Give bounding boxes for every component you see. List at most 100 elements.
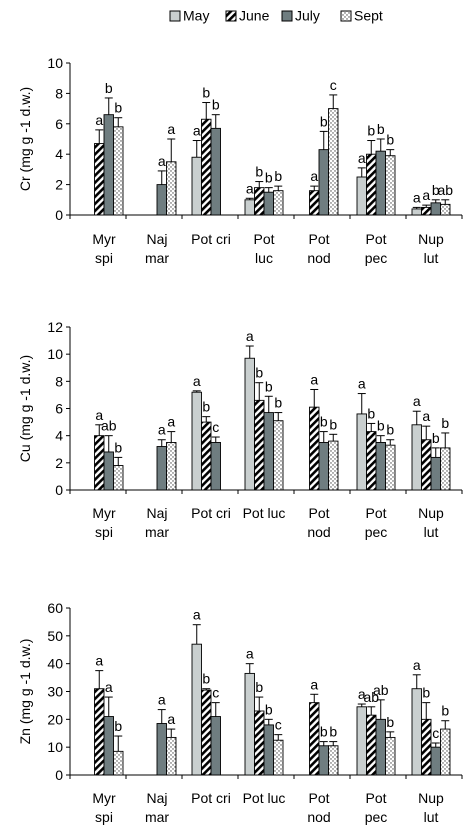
significance-label: b: [422, 685, 430, 701]
bar-july: [318, 149, 329, 216]
x-tick-label: Pot luc: [243, 505, 286, 521]
x-tick-label: Pot: [308, 505, 329, 521]
legend-swatch-july: [281, 10, 293, 22]
significance-label: ab: [363, 689, 379, 705]
bar-may: [191, 643, 202, 776]
bar-may: [191, 156, 202, 216]
x-tick-label: spi: [95, 250, 113, 266]
legend-label-may: May: [183, 8, 209, 24]
significance-label: b: [255, 164, 263, 180]
x-tick-label: Nup: [418, 231, 444, 247]
significance-label: b: [274, 395, 282, 411]
y-tick-label: 6: [55, 401, 63, 417]
significance-label: a: [95, 112, 103, 128]
bar-june: [309, 702, 320, 776]
x-tick-label: Pot: [365, 505, 386, 521]
significance-label: b: [105, 80, 113, 96]
y-axis-label: Zn (mg g -1 d.w.): [17, 639, 33, 745]
bar-may: [356, 413, 367, 491]
bar-june: [421, 206, 432, 216]
bar-july: [210, 442, 221, 491]
bar-july: [375, 718, 386, 776]
legend-swatch-sept: [340, 10, 352, 22]
y-tick-label: 8: [55, 373, 63, 389]
bar-sept: [385, 736, 396, 776]
significance-label: b: [377, 418, 385, 434]
chart-panel-zn: 0 10 20 30 40 50 60 Zn (mg g -1 d.w.) Myr spi Naj m…: [17, 600, 463, 825]
chart-panel-cr: 0 2 4 6 8 10 Cr (mg g -1 d.w.) Myr spi Naj mar Pot …: [17, 55, 463, 266]
significance-label: c: [275, 717, 282, 733]
significance-label: b: [255, 679, 263, 695]
y-tick-label: 4: [55, 428, 63, 444]
significance-label: b: [441, 415, 449, 431]
y-tick-label: 2: [55, 455, 63, 471]
x-tick-label: pec: [365, 809, 388, 825]
bar-may: [356, 706, 367, 776]
significance-label: b: [255, 365, 263, 381]
bar-sept: [113, 750, 124, 776]
y-tick-label: 40: [47, 656, 63, 672]
significance-label: a: [95, 407, 103, 423]
x-tick-label: Pot: [365, 231, 386, 247]
significance-label: b: [265, 701, 273, 717]
legend-label-june: June: [239, 8, 270, 24]
significance-label: c: [330, 77, 337, 93]
significance-label: b: [320, 113, 328, 129]
bar-july: [263, 191, 274, 216]
bar-june: [309, 190, 320, 216]
significance-label: a: [193, 373, 201, 389]
significance-label: ab: [373, 682, 389, 698]
significance-label: a: [246, 328, 254, 344]
x-tick-label: Naj: [146, 790, 167, 806]
bar-may: [244, 199, 255, 216]
y-tick-label: 10: [47, 346, 63, 362]
bar-june: [366, 153, 377, 216]
y-axis-label: Cu (mg g -1 d.w.): [17, 355, 33, 462]
x-tick-label: Naj: [146, 231, 167, 247]
legend: May June July Sept: [169, 8, 383, 24]
bar-sept: [273, 420, 284, 491]
x-tick-label: mar: [145, 250, 169, 266]
x-tick-label: Pot cri: [191, 790, 231, 806]
x-tick-label: pec: [365, 524, 388, 540]
significance-label: a: [167, 711, 175, 727]
bar-sept: [328, 108, 339, 216]
bar-sept: [328, 745, 339, 776]
bar-sept: [385, 155, 396, 216]
significance-label: b: [386, 132, 394, 148]
bar-june: [201, 421, 212, 491]
significance-label: b: [265, 378, 273, 394]
x-tick-label: mar: [145, 524, 169, 540]
y-tick-label: 4: [55, 146, 63, 162]
significance-label: b: [265, 170, 273, 186]
x-tick-label: Nup: [418, 505, 444, 521]
bar-sept: [440, 203, 451, 216]
significance-label: b: [114, 439, 122, 455]
bar-june: [421, 439, 432, 491]
significance-label: b: [367, 405, 375, 421]
significance-label: a: [358, 150, 366, 166]
significance-label: b: [114, 100, 122, 116]
significance-label: b: [320, 724, 328, 740]
x-tick-label: Naj: [146, 505, 167, 521]
y-tick-label: 0: [55, 207, 63, 223]
bar-sept: [440, 447, 451, 491]
x-tick-label: Pot: [365, 790, 386, 806]
bar-june: [94, 688, 105, 776]
significance-label: b: [320, 414, 328, 430]
significance-label: a: [158, 422, 166, 438]
y-tick-label: 10: [47, 739, 63, 755]
y-tick-label: 30: [47, 684, 63, 700]
x-tick-label: nod: [307, 809, 330, 825]
x-tick-label: Myr: [92, 505, 116, 521]
chart-panel-cu: 0 2 4 6 8 10 12 Cu (mg g -1 d.w.) Myr spi Naj mar Po…: [17, 319, 463, 540]
significance-label: a: [310, 676, 318, 692]
significance-label: c: [212, 419, 219, 435]
significance-label: a: [105, 679, 113, 695]
significance-label: a: [413, 657, 421, 673]
bar-july: [156, 723, 167, 776]
significance-label: b: [441, 703, 449, 719]
bar-july: [210, 127, 221, 216]
x-tick-label: luc: [255, 250, 273, 266]
bar-july: [375, 442, 386, 491]
